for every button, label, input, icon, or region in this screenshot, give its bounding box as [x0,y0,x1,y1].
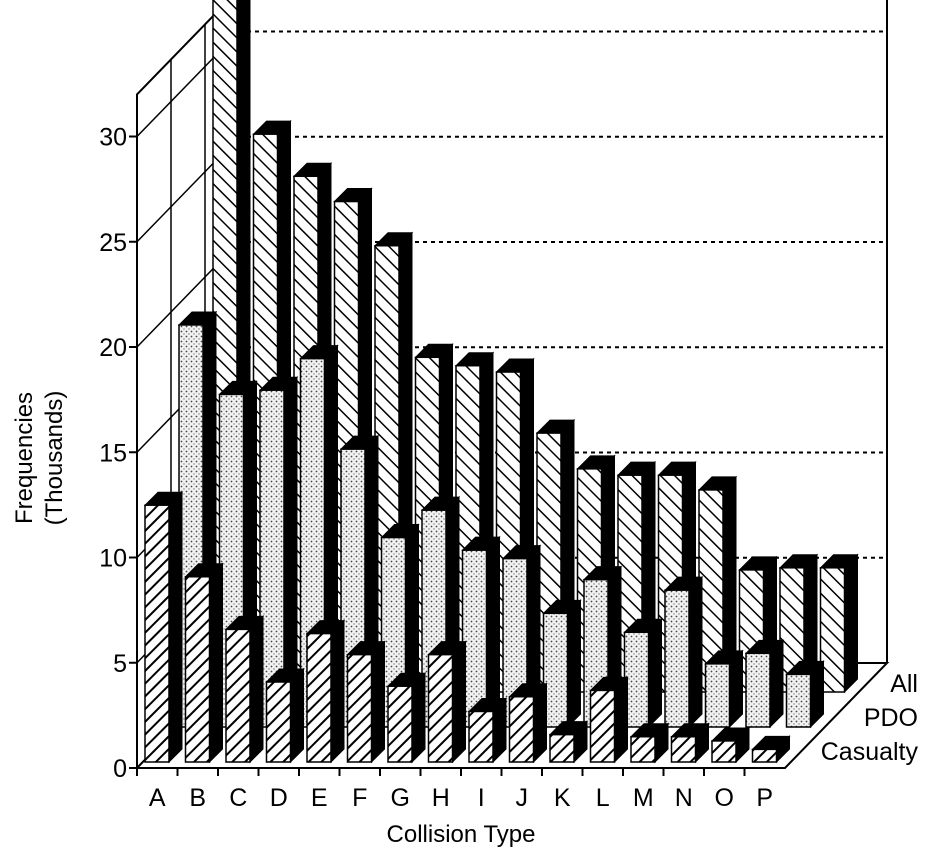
bar-side [168,490,183,764]
y-tick-label: 0 [113,755,127,783]
bar-side [290,667,304,764]
y-axis-title-line2: (Thousands) [41,391,68,526]
bar-side [411,672,426,764]
y-tick-label: 20 [99,334,127,362]
bar-pdo-H [461,535,501,729]
bar-casualty-D [265,667,305,764]
x-tick-label: A [149,784,166,812]
bar-front [819,567,846,693]
bar-front [468,710,494,763]
x-tick-label: F [352,784,367,812]
bar-casualty-N [670,722,710,764]
bar-front [225,628,251,763]
bar-side [844,553,858,694]
x-tick-label: B [189,784,206,812]
bar-casualty-J [508,682,548,764]
bar-side [452,640,466,764]
bar-casualty-E [305,619,346,764]
bar-front [711,740,737,763]
x-tick-label: O [715,784,734,812]
y-tick-label: 15 [99,439,127,467]
x-axis-title: Collision Type [387,821,536,848]
bar-front [144,504,170,763]
x-tick-label: C [229,784,247,812]
bar-side [209,562,223,764]
bar-side [567,599,581,729]
series-label-casualty: Casualty [821,738,919,766]
x-tick-label: K [554,784,571,812]
bar-pdo-N [704,649,744,729]
x-tick-label: J [516,784,529,812]
bars [143,0,859,764]
bar-front [549,733,575,763]
x-tick-label: H [432,784,450,812]
bar-casualty-L [589,676,629,764]
bar-casualty-F [346,640,386,764]
bar-front [745,652,771,728]
bar-front [670,735,697,763]
bar-casualty-O [710,726,751,764]
bar-front [664,589,690,728]
x-tick-label: E [311,784,328,812]
bar-casualty-C [224,615,265,764]
bar-all-P [819,553,859,694]
bar-side [769,639,784,729]
bar-side [688,575,703,729]
x-tick-label: G [391,784,410,812]
y-axis-title-line1: Frequencies [11,392,38,524]
bar-front [751,748,778,763]
y-tick-label: 30 [99,124,127,152]
bar-front [589,689,616,763]
axes [129,94,785,776]
bar-front [542,612,569,728]
bar-front [785,673,812,728]
bar-front [346,653,373,763]
bar-side [249,615,264,764]
y-tick-label: 10 [99,545,127,573]
bar-front [623,631,650,728]
bar-side [371,640,385,764]
bar-front [461,549,488,728]
bar-casualty-I [467,697,508,764]
y-tick-label: 25 [99,229,127,257]
bar-front [184,576,211,763]
bar-pdo-L [623,618,663,729]
bar-pdo-O [744,639,785,729]
bar-pdo-J [542,599,582,729]
x-tick-label: N [675,784,693,812]
bar-side [648,618,662,729]
bar-casualty-K [548,720,589,764]
bar-casualty-P [751,735,791,764]
bar-side [614,676,628,764]
bar-casualty-M [629,722,670,764]
labels: 0 5 10 15 20 25 30 A B C D E F G H I J K L M N O P Collision Ty… [11,124,919,849]
bar-front [508,695,535,763]
y-tick-label: 5 [113,650,127,678]
x-tick-label: M [633,784,654,812]
x-tick-label: D [270,784,288,812]
bar-front [306,632,332,763]
bar-casualty-B [184,562,224,764]
bar-front [387,685,413,763]
bar-casualty-H [427,640,467,764]
bar-pdo-P [785,660,825,729]
bar-side [330,619,345,764]
x-tick-label: I [478,784,485,812]
series-label-pdo: PDO [864,704,918,732]
bar-front [427,653,454,763]
series-label-all: All [890,670,918,698]
bar-casualty-G [386,672,427,764]
x-tick-label: L [596,784,610,812]
bar-pdo-M [663,575,704,729]
x-tick-label: P [756,784,773,812]
bar-casualty-A [143,490,184,764]
bar-front [704,663,731,728]
bar-front [265,681,292,763]
bar-front [630,735,656,763]
